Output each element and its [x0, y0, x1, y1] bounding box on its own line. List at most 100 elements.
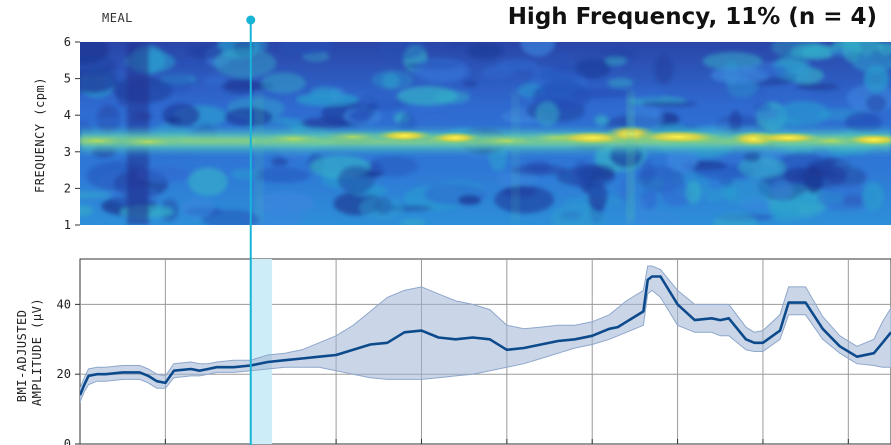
heatmap-cell [161, 71, 193, 94]
heatmap-cell [773, 54, 812, 82]
heatmap-cell [279, 42, 334, 56]
heatmap-cell [187, 44, 224, 60]
heatmap-cell [804, 166, 824, 194]
spectrogram-y-tick-label: 6 [64, 35, 71, 49]
heatmap-cell [634, 197, 649, 225]
heatmap-cell [588, 182, 608, 212]
heatmap-cell [771, 42, 822, 58]
heatmap-hot-spot [633, 129, 722, 144]
heatmap-cell [557, 49, 572, 71]
heatmap-cell [252, 42, 268, 53]
amplitude-y-tick-label: 40 [57, 297, 71, 311]
heatmap-cell [378, 42, 427, 60]
heatmap-cell [230, 168, 258, 181]
heatmap-cell [261, 72, 306, 94]
heatmap-cell [862, 182, 884, 212]
heatmap-hot-spot [374, 129, 435, 142]
heatmap-cell [865, 94, 887, 113]
heatmap-cell [165, 116, 182, 124]
heatmap-cell [710, 66, 770, 84]
heatmap-cell [188, 167, 228, 196]
amplitude-panel: 0 20 40 BMI-ADJUSTED AMPLITUDE (μV) [15, 258, 891, 445]
heatmap-cell [355, 90, 370, 109]
heatmap-cell [758, 63, 786, 77]
heatmap-cell [80, 204, 94, 217]
heatmap-cell [337, 165, 375, 194]
amplitude-y-tick-label: 20 [57, 367, 71, 381]
heatmap-warm-spot [110, 134, 187, 149]
heatmap-cell [713, 212, 758, 225]
heatmap-cell [722, 183, 738, 201]
heatmap-cell [368, 155, 419, 177]
spectrogram-panel: 1 2 3 4 5 6 FREQUENCY (cpm) [33, 35, 891, 232]
heatmap-cell [594, 115, 609, 126]
heatmap-cell [631, 87, 666, 101]
heatmap-warm-spot [255, 131, 332, 146]
heatmap-cell [466, 42, 503, 60]
heatmap-cell [535, 101, 559, 127]
heatmap-cell [607, 77, 634, 88]
heatmap-cell [878, 42, 891, 56]
heatmap-cell [551, 204, 604, 225]
heatmap-cell [448, 42, 468, 47]
heatmap-cell [136, 166, 191, 183]
heatmap-cell [727, 105, 787, 121]
heatmap-cell [511, 164, 567, 176]
spectrogram-y-tick-label: 3 [64, 145, 71, 159]
heatmap-cell [433, 90, 471, 104]
heatmap-cell [685, 180, 702, 204]
heatmap-cell [795, 83, 839, 91]
heatmap-cell [213, 48, 277, 78]
heatmap-cell [295, 92, 359, 107]
heatmap-cell [738, 197, 773, 210]
spectrogram-y-tick-label: 4 [64, 108, 71, 122]
heatmap-cell [80, 191, 110, 199]
heatmap-cell [180, 197, 214, 219]
heatmap-cell [201, 209, 260, 225]
heatmap-cell [80, 67, 117, 93]
heatmap-hot-spot [843, 133, 891, 146]
heatmap-cell [411, 58, 471, 84]
heatmap-cell [520, 42, 556, 57]
amplitude-y-axis-label-line2: AMPLITUDE (μV) [30, 298, 44, 406]
heatmap-cell [851, 52, 891, 73]
heatmap-cell [574, 58, 611, 79]
heatmap-cell [359, 196, 405, 220]
heatmap-cell [770, 200, 801, 222]
meal-window-shade [250, 259, 273, 444]
amplitude-y-axis-label: BMI-ADJUSTED AMPLITUDE (μV) [15, 298, 44, 406]
heatmap-cell [495, 59, 539, 71]
chart-title: High Frequency, 11% (n = 4) [507, 4, 877, 30]
heatmap-cell [705, 189, 722, 203]
heatmap-vertical-feature [511, 92, 520, 222]
heatmap-cell [204, 75, 227, 86]
heatmap-cell [601, 50, 637, 59]
amplitude-y-ticks: 0 20 40 [57, 297, 80, 445]
heatmap-cell [817, 183, 876, 211]
heatmap-cell [661, 181, 694, 207]
heatmap-cell [371, 70, 414, 90]
heatmap-cell [270, 157, 288, 167]
spectrogram-y-tick-label: 2 [64, 181, 71, 195]
heatmap-cell [752, 101, 771, 112]
heatmap-cell [457, 194, 482, 206]
amplitude-mean-line [80, 275, 891, 396]
meal-event-dot [246, 15, 256, 25]
heatmap-cell [539, 66, 584, 83]
amplitude-y-tick-label: 0 [64, 437, 71, 445]
heatmap-cell [162, 103, 200, 128]
spectrogram-y-ticks: 1 2 3 4 5 6 [64, 35, 80, 232]
heatmap-cell [349, 110, 371, 122]
heatmap-cell [224, 107, 273, 127]
spectrogram-y-axis-label: FREQUENCY (cpm) [33, 77, 47, 193]
heatmap-cell [173, 59, 207, 67]
spectrogram-y-tick-label: 1 [64, 218, 71, 232]
amplitude-confidence-band [80, 265, 891, 403]
heatmap-hot-spot [752, 131, 825, 144]
heatmap-cell [654, 55, 673, 85]
heatmap-cell [776, 101, 830, 127]
heatmap-dominant-band [80, 92, 891, 222]
heatmap-cell [399, 218, 426, 225]
heatmap-cell [494, 185, 555, 214]
